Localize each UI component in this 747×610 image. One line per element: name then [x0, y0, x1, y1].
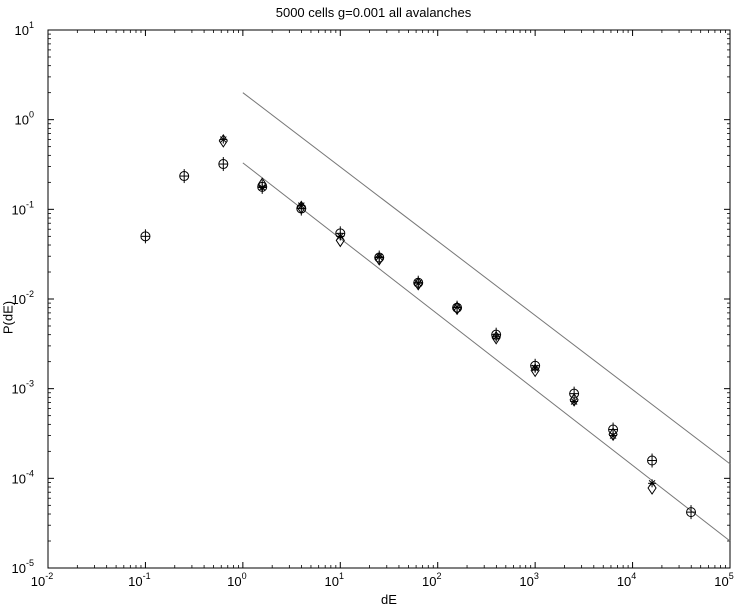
data-point-circle-plus — [686, 505, 697, 520]
asterisk-stroke — [492, 333, 500, 341]
asterisk-stroke — [453, 303, 461, 311]
diamond-mark — [413, 276, 423, 291]
asterisk-stroke — [375, 253, 383, 261]
data-point-circle-plus — [179, 169, 190, 184]
fit-line — [242, 92, 731, 465]
x-tick-label: 105 — [714, 571, 733, 589]
asterisk-stroke — [531, 364, 539, 372]
chart-title: 5000 cells g=0.001 all avalanches — [275, 5, 472, 20]
asterisk-stroke — [414, 279, 422, 287]
data-point-asterisk — [219, 135, 228, 144]
data-point-asterisk — [336, 232, 345, 241]
diamond-mark — [569, 392, 579, 407]
data-point-asterisk — [648, 479, 657, 488]
y-tick-label: 10-3 — [12, 379, 34, 397]
asterisk-stroke — [570, 398, 578, 405]
data-point-asterisk — [609, 431, 618, 440]
x-tick-label: 100 — [227, 571, 246, 589]
data-point-asterisk — [570, 397, 579, 406]
data-point-circle-plus — [140, 229, 151, 244]
y-tick-label: 10-1 — [12, 199, 34, 217]
diamond-mark — [491, 330, 501, 345]
data-point-asterisk — [414, 279, 423, 288]
x-tick-label: 10-2 — [31, 571, 53, 589]
data-point-circle-plus — [218, 157, 229, 172]
asterisk-stroke — [336, 232, 344, 240]
data-point-diamond — [218, 133, 228, 148]
asterisk-stroke — [258, 184, 266, 191]
y-tick-label: 10-4 — [12, 468, 34, 486]
asterisk-stroke — [297, 202, 305, 209]
x-tick-label: 103 — [519, 571, 538, 589]
axis-ticks: 10-2 10-1 100 101 102 103 104 105 10-5 10-4 10-3 10… — [12, 20, 734, 589]
y-axis-label: P(dE) — [0, 300, 16, 335]
diamond-mark — [218, 133, 228, 148]
data-point-asterisk — [531, 364, 540, 373]
data-point-diamond — [569, 392, 579, 407]
y-tick-label: 10-2 — [12, 289, 34, 307]
data-point-diamond — [491, 330, 501, 345]
data-point-diamond — [413, 276, 423, 291]
data-point-asterisk — [375, 252, 384, 261]
diamond-mark — [452, 301, 462, 316]
data-point-circle-plus — [647, 453, 658, 468]
y-tick-label: 100 — [15, 110, 34, 128]
data-point-asterisk — [297, 201, 306, 210]
y-tick-label: 101 — [15, 20, 34, 38]
data-point-asterisk — [492, 332, 501, 341]
x-axis-label: dE — [381, 592, 397, 607]
x-tick-label: 104 — [617, 571, 636, 589]
data-markers — [140, 133, 697, 520]
x-tick-label: 10-1 — [128, 571, 150, 589]
data-point-asterisk — [258, 183, 267, 192]
fit-lines — [242, 92, 731, 542]
asterisk-stroke — [648, 479, 656, 487]
x-tick-label: 102 — [422, 571, 441, 589]
asterisk-stroke — [219, 136, 227, 143]
data-point-asterisk — [453, 303, 462, 312]
fit-line — [242, 162, 731, 542]
asterisk-stroke — [609, 432, 617, 439]
data-point-diamond — [452, 301, 462, 316]
y-tick-label: 10-5 — [12, 558, 34, 576]
plot-area — [47, 29, 731, 569]
x-tick-label: 101 — [325, 571, 344, 589]
